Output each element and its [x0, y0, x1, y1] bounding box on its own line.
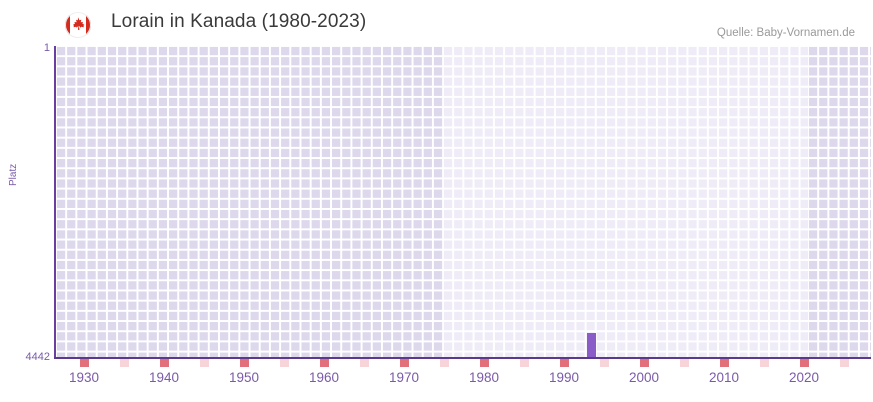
chart-title: Lorain in Kanada (1980-2023) [111, 11, 367, 32]
tick-mark-minor [760, 359, 769, 367]
x-axis-labels: 1930 1940 1950 1960 1970 1980 1990 2000 … [0, 370, 873, 394]
chart-header: Lorain in Kanada (1980-2023) Quelle: Bab… [0, 0, 873, 45]
plot-area [56, 46, 871, 357]
x-axis-tick-marks [56, 359, 871, 367]
tick-mark-minor [120, 359, 129, 367]
x-tick-label-1980: 1980 [468, 370, 500, 385]
tick-mark-minor [680, 359, 689, 367]
y-axis-ticks: 1 4442 [0, 0, 50, 402]
tick-mark-minor [200, 359, 209, 367]
tick-mark-major [400, 359, 409, 367]
plot-zone-after-range [808, 46, 871, 357]
y-tick-label-top: 1 [43, 42, 50, 54]
tick-mark-major [480, 359, 489, 367]
tick-mark-major [160, 359, 169, 367]
tick-mark-minor [520, 359, 529, 367]
tick-mark-minor [360, 359, 369, 367]
x-tick-label-1960: 1960 [308, 370, 340, 385]
tick-mark-minor [280, 359, 289, 367]
source-attribution: Quelle: Baby-Vornamen.de [716, 27, 855, 39]
x-tick-label-2020: 2020 [788, 370, 820, 385]
tick-mark-major [800, 359, 809, 367]
tick-mark-major [240, 359, 249, 367]
tick-mark-minor [600, 359, 609, 367]
x-tick-label-1990: 1990 [548, 370, 580, 385]
tick-mark-minor [440, 359, 449, 367]
plot-zone-in-range [443, 46, 808, 357]
x-tick-label-2010: 2010 [708, 370, 740, 385]
y-tick-label-bottom: 4442 [25, 351, 50, 363]
tick-mark-major [640, 359, 649, 367]
x-tick-label-1950: 1950 [228, 370, 260, 385]
x-tick-label-1940: 1940 [148, 370, 180, 385]
x-tick-label-1930: 1930 [68, 370, 100, 385]
x-tick-label-1970: 1970 [388, 370, 420, 385]
tick-mark-major [720, 359, 729, 367]
grid-pattern [443, 46, 808, 357]
tick-mark-major [320, 359, 329, 367]
plot-zone-before-range [56, 46, 443, 357]
tick-mark-major [80, 359, 89, 367]
grid-pattern [56, 46, 443, 357]
tick-mark-major [560, 359, 569, 367]
x-tick-label-2000: 2000 [628, 370, 660, 385]
bars-layer [56, 46, 871, 357]
tick-mark-minor [840, 359, 849, 367]
bar-1993[interactable] [586, 333, 596, 357]
y-axis-line [54, 46, 56, 359]
canada-flag-icon [61, 12, 95, 38]
grid-pattern [808, 46, 871, 357]
x-axis-line [54, 357, 871, 359]
